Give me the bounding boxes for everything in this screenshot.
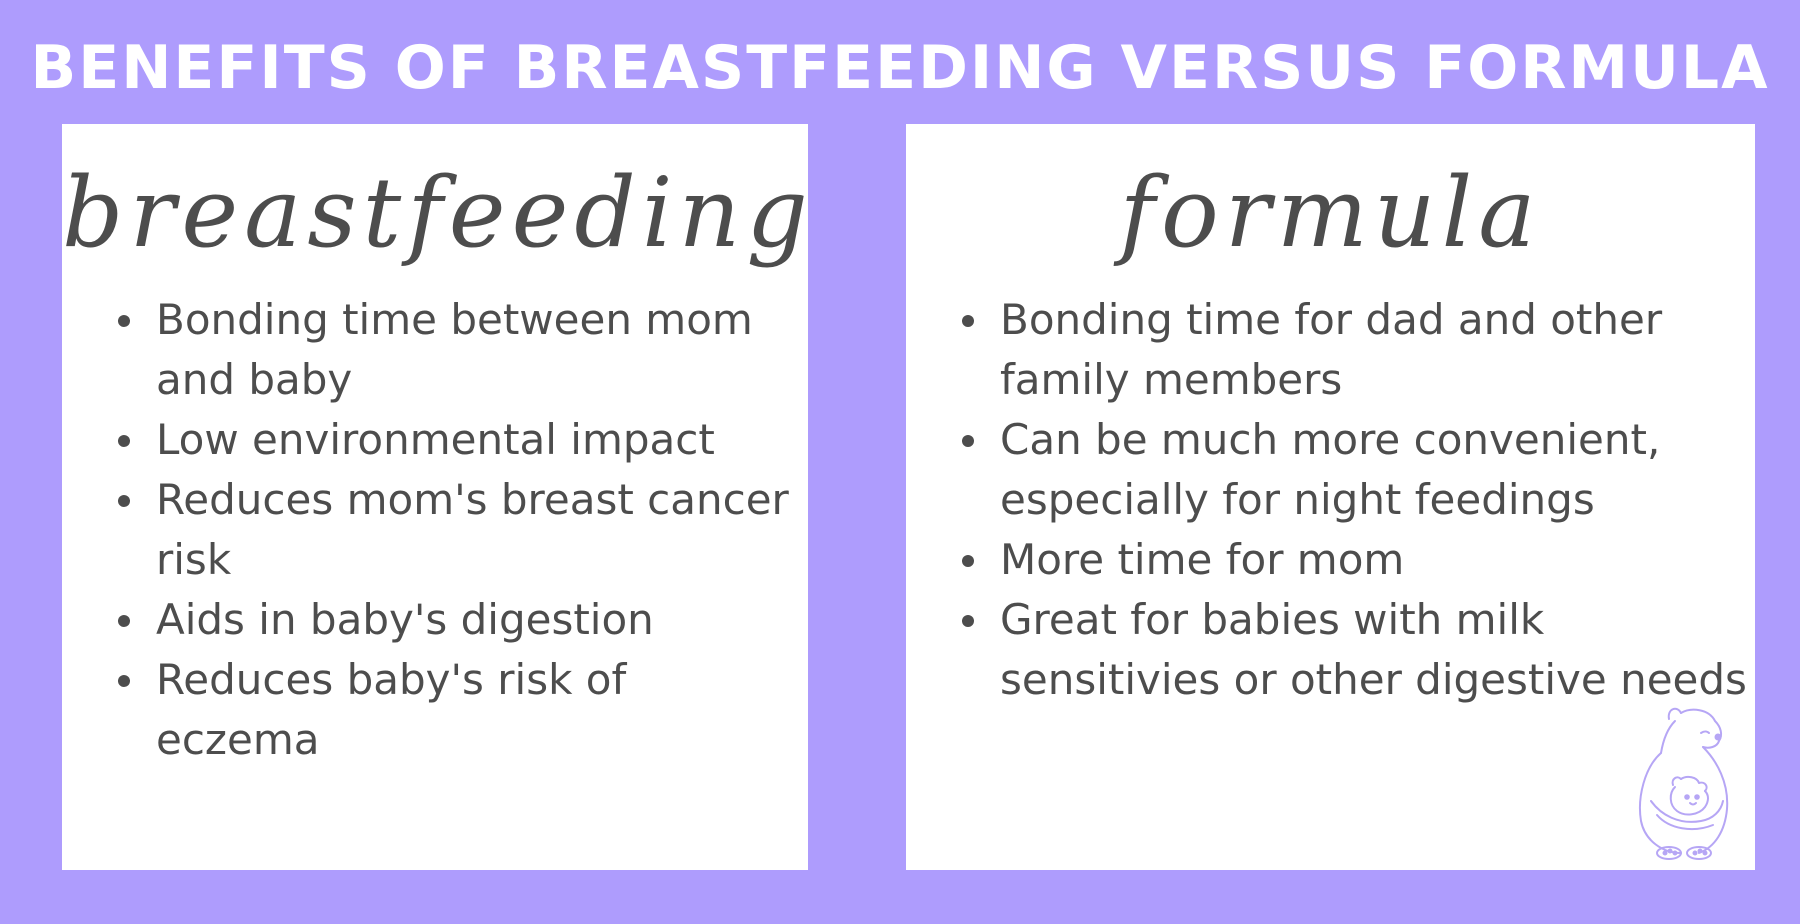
breastfeeding-card: breastfeeding Bonding time between mom a… (62, 124, 808, 870)
list-item: Reduces mom's breast cancer risk (114, 470, 794, 590)
bullet-icon (962, 615, 974, 627)
list-item-text: Bonding time between mom and baby (156, 295, 753, 404)
bullet-icon (118, 615, 130, 627)
formula-card: formula Bonding time for dad and other f… (906, 124, 1755, 870)
page-title: BENEFITS OF BREASTFEEDING VERSUS FORMULA (30, 33, 1770, 103)
formula-heading: formula (1119, 157, 1542, 269)
list-item: Great for babies with milk sensitivies o… (958, 590, 1748, 710)
list-item: Aids in baby's digestion (114, 590, 794, 650)
list-item: Bonding time for dad and other family me… (958, 290, 1748, 410)
bullet-icon (962, 315, 974, 327)
list-item-text: Reduces baby's risk of eczema (156, 655, 627, 764)
formula-benefit-list: Bonding time for dad and other family me… (958, 290, 1748, 710)
list-item: Reduces baby's risk of eczema (114, 650, 794, 770)
list-item-text: Great for babies with milk sensitivies o… (1000, 595, 1747, 704)
list-item-text: Aids in baby's digestion (156, 595, 654, 644)
breastfeeding-heading: breastfeeding (62, 157, 814, 269)
list-item-text: Low environmental impact (156, 415, 715, 464)
list-item-text: More time for mom (1000, 535, 1405, 584)
breastfeeding-benefit-list: Bonding time between mom and baby Low en… (114, 290, 794, 770)
bullet-icon (118, 435, 130, 447)
list-item: More time for mom (958, 530, 1748, 590)
list-item-text: Can be much more convenient, especially … (1000, 415, 1661, 524)
bullet-icon (962, 435, 974, 447)
list-item-text: Reduces mom's breast cancer risk (156, 475, 789, 584)
list-item-text: Bonding time for dad and other family me… (1000, 295, 1663, 404)
bear-hugging-cub-icon (1639, 707, 1729, 860)
list-item: Low environmental impact (114, 410, 794, 470)
bullet-icon (962, 555, 974, 567)
bullet-icon (118, 315, 130, 327)
list-item: Bonding time between mom and baby (114, 290, 794, 410)
bullet-icon (118, 495, 130, 507)
list-item: Can be much more convenient, especially … (958, 410, 1748, 530)
bullet-icon (118, 675, 130, 687)
